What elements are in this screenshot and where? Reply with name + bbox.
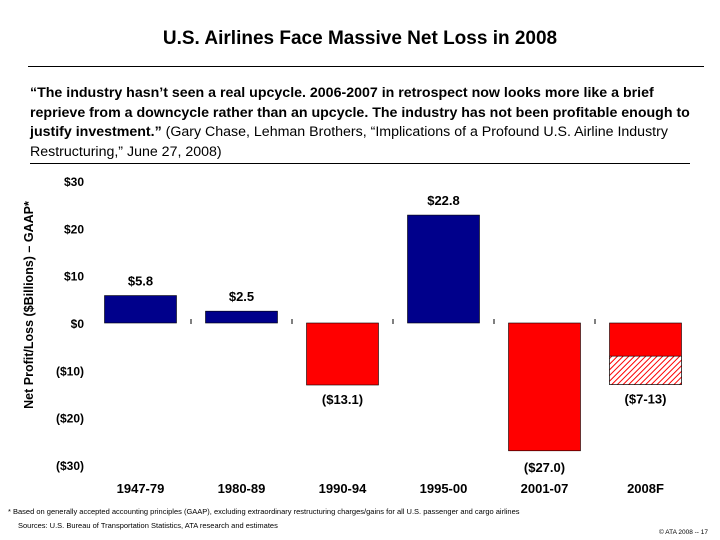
value-label: $5.8: [128, 274, 153, 289]
quote-divider: [30, 163, 690, 164]
x-category-label: 1980-89: [218, 481, 266, 496]
source-note: Sources: U.S. Bureau of Transportation S…: [18, 521, 278, 530]
bar-range-hatched: [609, 355, 682, 385]
y-tick-label: $30: [64, 175, 84, 189]
y-tick-label: $20: [64, 222, 84, 236]
x-category-label: 2008F: [627, 481, 664, 496]
quote-attribution: (Gary Chase, Lehman Brothers, “Implicati…: [30, 124, 668, 160]
footnote: * Based on generally accepted accounting…: [8, 507, 520, 516]
bar: [104, 295, 177, 324]
value-label: ($27.0): [524, 460, 565, 475]
quote-text: “The industry hasn’t seen a real upcycle…: [30, 85, 690, 140]
x-category-label: 1995-00: [420, 481, 468, 496]
bar: [205, 310, 278, 324]
x-category-label: 2001-07: [521, 481, 569, 496]
x-category-label: 1947-79: [117, 481, 165, 496]
title-divider: [28, 66, 704, 67]
y-tick-label: ($20): [56, 412, 84, 426]
y-tick-label: ($30): [56, 459, 84, 473]
value-label: $2.5: [229, 289, 254, 304]
bar: [508, 322, 581, 452]
x-category-label: 1990-94: [319, 481, 367, 496]
value-label: ($13.1): [322, 392, 363, 407]
value-label: $22.8: [427, 193, 460, 208]
bar: [407, 214, 480, 324]
y-tick-label: $10: [64, 270, 84, 284]
y-tick-label: $0: [71, 317, 85, 331]
bar: [306, 322, 379, 386]
quote-block: “The industry hasn’t seen a real upcycle…: [30, 84, 700, 162]
value-label: ($7-13): [625, 392, 667, 407]
y-tick-label: ($10): [56, 364, 84, 378]
slide-title: U.S. Airlines Face Massive Net Loss in 2…: [162, 28, 558, 49]
copyright: © ATA 2008 -- 17: [659, 529, 708, 536]
